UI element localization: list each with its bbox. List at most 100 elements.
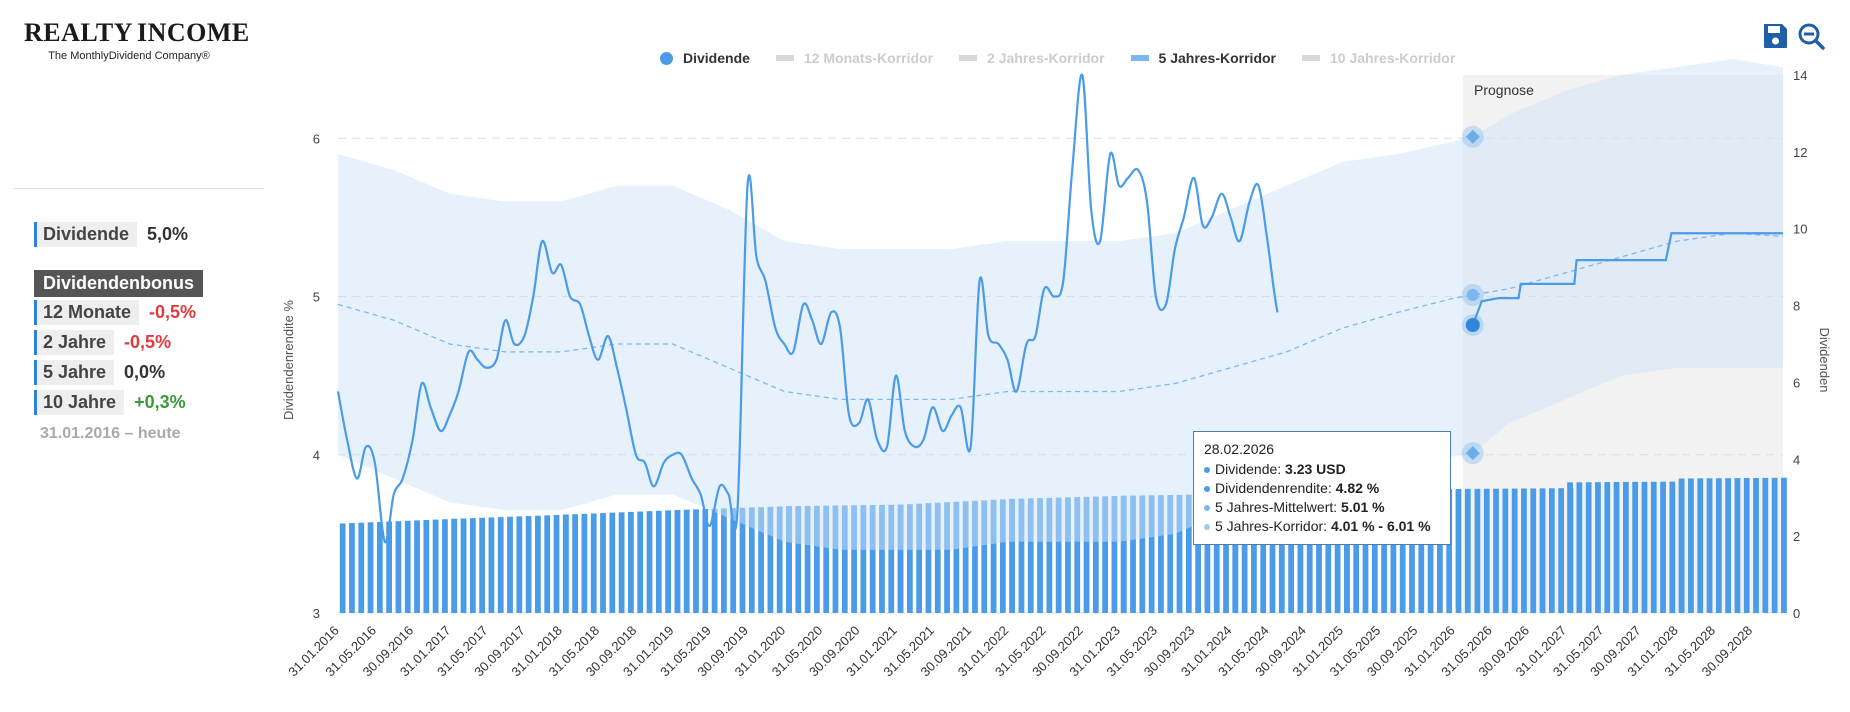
mean-marker [1466,288,1479,301]
dividend-bar [1269,492,1276,613]
dividend-bar [1018,498,1025,613]
dividend-bar [516,516,523,613]
dividend-bar [1734,478,1741,613]
tooltip-row: Dividende: 3.23 USD [1204,460,1440,479]
dividend-bar [1427,489,1434,613]
y2-tick-label: 0 [1793,606,1800,621]
logo-text-left: REALTY [24,18,133,47]
tooltip-value: 5.01 % [1341,499,1385,515]
dividend-bar [1390,490,1397,613]
bonus-row-2y: 2 Jahre -0,5% [34,328,171,356]
tooltip-label: Dividende: [1215,461,1282,477]
save-icon[interactable] [1760,20,1790,52]
legend-item-5y[interactable]: 5 Jahres-Korridor [1130,50,1276,66]
legend-item-dividende[interactable]: Dividende [660,50,750,66]
tooltip-row: 5 Jahres-Korridor: 4.01 % - 6.01 % [1204,517,1440,536]
dividend-bar [1195,494,1202,613]
y-tick-label: 4 [313,448,320,463]
dividend-bar [1521,488,1527,613]
dividend-bar [1371,490,1378,613]
dividend-bar [488,517,495,613]
current-markers [1461,125,1484,465]
logo-tagline: The MonthlyDividend Company® [48,50,210,62]
bonus-label: 5 Jahre [34,359,115,385]
dividend-bar [879,504,885,613]
dividend-bar [1455,489,1462,613]
bonus-label: 2 Jahre [34,329,115,355]
bonus-label: 12 Monate [34,299,140,325]
dividend-bar [999,499,1006,613]
dividend-bar [1232,493,1239,613]
dividend-value: 5,0% [147,223,189,244]
corridor-area [338,59,1783,550]
dividend-bar [832,505,839,613]
dividend-bar [609,512,616,613]
dividend-bar [395,521,402,613]
legend-bar-icon [1130,55,1149,61]
chart-tooltip: 28.02.2026 Dividende: 3.23 USD Dividende… [1193,431,1451,545]
dividend-bar [1669,481,1676,613]
dividend-bar [674,510,681,613]
tooltip-label: 5 Jahres-Korridor: [1215,518,1328,534]
dividend-bar [376,521,383,613]
dividend-bar [637,511,644,613]
dividend-bar [367,522,374,613]
dividend-bar [562,514,569,613]
dividend-bar [1530,488,1537,613]
dividend-bar [1278,492,1285,613]
dividend-bar [748,507,755,613]
dividend-bar [841,505,848,613]
legend-label: Dividende [683,50,750,66]
dividend-bar [1223,494,1229,613]
dividend-bar [953,501,960,613]
legend-item-10y[interactable]: 10 Jahres-Korridor [1302,50,1455,66]
period-label: 31.01.2016 – heute [40,425,181,442]
dividend-bar [1595,482,1601,613]
legend-dot-icon [660,51,673,65]
corridor-band [338,59,1783,550]
dividend-bar [1213,494,1220,613]
dividend-bar [1688,478,1694,613]
dividend-bar [1167,494,1174,613]
tooltip-bullet-icon [1204,466,1210,473]
dividend-bar [1334,491,1341,613]
y2-tick-label: 2 [1793,529,1800,544]
dividend-bar [869,505,876,613]
dividend-bar [1558,488,1565,613]
dividend-bar [1697,478,1704,613]
dividend-bar [1641,481,1648,613]
dividend-bar [1576,482,1583,613]
dividend-bar [1027,498,1034,613]
dividend-bar [1585,482,1592,613]
y2-tick-label: 14 [1793,68,1807,83]
legend-label: 12 Monats-Korridor [803,50,934,66]
dividend-bar [1306,491,1313,613]
dividend-bars [339,477,1787,613]
tooltip-value: 3.23 USD [1285,461,1346,477]
dividend-bar [590,513,597,613]
dividend-bar [1715,478,1722,613]
dividend-bar [1678,478,1685,613]
company-logo: REALTY INCOME The MonthlyDividend Compan… [24,18,249,88]
tooltip-bullet-icon [1204,504,1210,511]
dividend-bar [916,503,923,613]
legend-label: 2 Jahres-Korridor [987,50,1105,66]
dividend-bar [721,508,727,613]
dividend-bar [851,505,857,613]
zoom-out-icon[interactable] [1796,20,1826,52]
bonus-value: +0,3% [134,391,186,412]
dividend-bar [1474,488,1481,613]
dividend-bar [1148,495,1155,613]
dividend-bar [767,506,774,613]
dividend-bar [1260,493,1267,613]
dividend-bar [813,505,820,613]
dividend-bar [404,520,411,613]
legend-item-12m[interactable]: 12 Monats-Korridor [775,50,934,66]
dividend-bar [1660,481,1666,613]
legend-item-2y[interactable]: 2 Jahres-Korridor [959,50,1105,66]
tooltip-label: Dividendenrendite: [1215,480,1332,496]
bonus-row-12m: 12 Monate -0,5% [34,298,196,326]
dividend-bar [1204,494,1211,613]
y2-tick-label: 12 [1793,145,1807,160]
